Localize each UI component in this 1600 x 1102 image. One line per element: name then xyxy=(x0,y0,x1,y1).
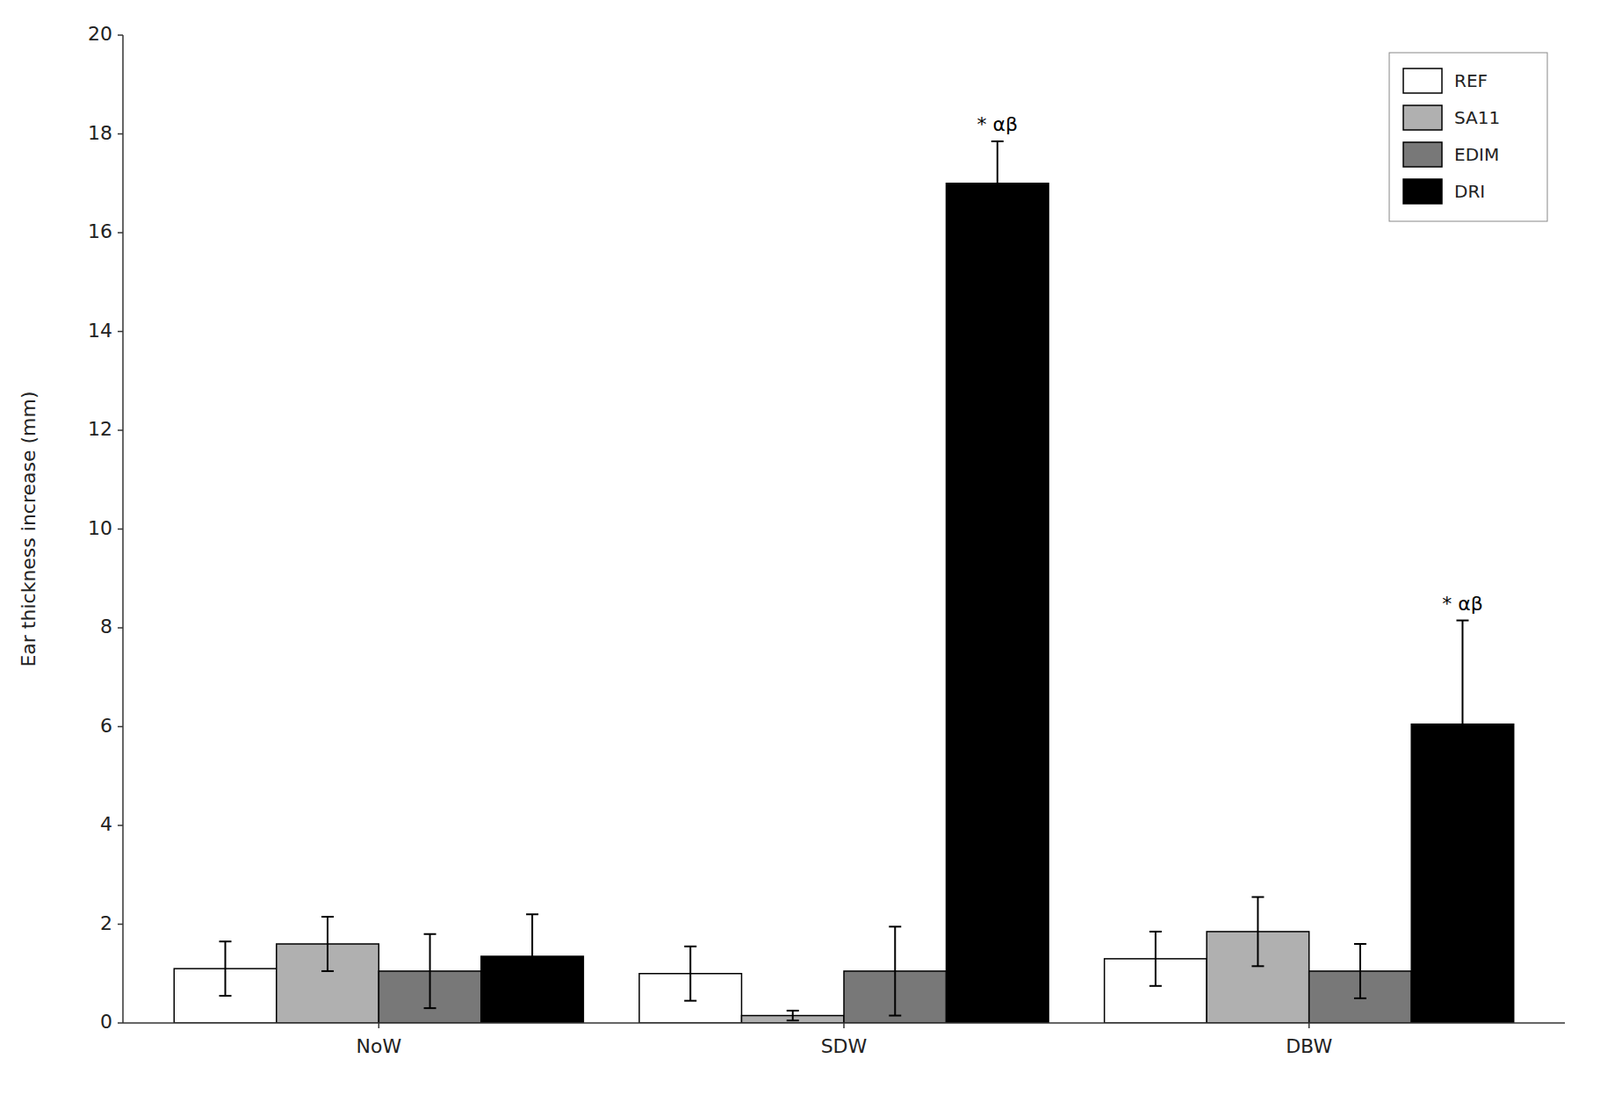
error-cap xyxy=(684,945,697,948)
error-cap xyxy=(219,940,232,943)
y-tick-label: 10 xyxy=(87,517,113,540)
error-line xyxy=(1461,620,1464,829)
y-tick-label: 6 xyxy=(100,714,113,737)
error-bar xyxy=(424,934,437,1009)
error-cap xyxy=(1149,985,1162,988)
error-cap xyxy=(1354,997,1367,1000)
y-tick xyxy=(117,923,123,926)
error-cap xyxy=(424,933,437,936)
error-cap xyxy=(1354,943,1367,945)
error-bar xyxy=(219,941,232,996)
error-cap xyxy=(786,1019,800,1022)
x-tick-label: SDW xyxy=(821,1035,868,1058)
y-tick xyxy=(117,429,123,432)
error-cap xyxy=(888,1015,901,1017)
legend-swatch xyxy=(1403,179,1442,204)
error-line xyxy=(689,946,692,1002)
legend-frame xyxy=(1389,52,1548,222)
y-tick xyxy=(117,528,123,531)
y-tick xyxy=(117,231,123,234)
error-cap xyxy=(526,997,539,1000)
legend-label: REF xyxy=(1454,70,1488,92)
y-tick-label: 14 xyxy=(87,319,113,342)
y-tick-label: 2 xyxy=(100,912,113,935)
x-tick xyxy=(843,1023,845,1029)
x-tick xyxy=(1308,1023,1311,1029)
error-bar xyxy=(321,916,334,972)
error-cap xyxy=(321,970,334,973)
y-tick-label: 0 xyxy=(100,1010,113,1033)
x-tick xyxy=(378,1023,381,1029)
legend: REF SA11 EDIM DRI xyxy=(1389,52,1548,222)
error-line xyxy=(531,914,534,999)
x-tick-label: DBW xyxy=(1285,1035,1333,1058)
error-cap xyxy=(1455,827,1469,829)
y-tick xyxy=(117,726,123,728)
y-tick xyxy=(117,627,123,629)
chart: 0 2 4 6 8 10 12 14 16 18 20 NoW SDW DBW Ear thickness … xyxy=(0,0,1600,1102)
y-tick-label: 8 xyxy=(100,615,113,638)
error-line xyxy=(1256,897,1259,967)
error-line xyxy=(996,141,999,226)
error-bar xyxy=(1251,897,1264,967)
error-cap xyxy=(1149,930,1162,933)
error-cap xyxy=(1455,619,1469,622)
y-tick-label: 16 xyxy=(87,220,113,243)
error-line xyxy=(1154,931,1157,987)
y-tick xyxy=(117,824,123,827)
error-bar xyxy=(1354,944,1367,999)
error-bar xyxy=(991,141,1004,226)
y-tick xyxy=(117,133,123,136)
error-cap xyxy=(321,915,334,918)
y-tick xyxy=(117,34,123,37)
error-bar xyxy=(888,926,901,1016)
error-bar xyxy=(684,946,697,1002)
error-bar xyxy=(1149,931,1162,987)
error-line xyxy=(792,1010,794,1021)
bars xyxy=(173,141,1514,1024)
bar xyxy=(946,183,1050,1024)
error-line xyxy=(224,941,227,996)
legend-swatch xyxy=(1403,105,1442,130)
legend-label: EDIM xyxy=(1454,144,1500,166)
legend-swatch xyxy=(1403,68,1442,94)
error-cap xyxy=(219,994,232,997)
y-axis-label: Ear thickness increase (mm) xyxy=(17,390,40,667)
error-cap xyxy=(526,913,539,916)
error-cap xyxy=(684,1000,697,1002)
y-tick xyxy=(117,1022,123,1024)
error-line xyxy=(429,934,432,1009)
legend-swatch xyxy=(1403,142,1442,167)
y-tick-label: 20 xyxy=(87,22,113,45)
legend-label: SA11 xyxy=(1454,107,1500,129)
error-bar xyxy=(1455,620,1469,829)
error-bar xyxy=(786,1010,800,1021)
error-cap xyxy=(1251,896,1264,899)
y-tick-label: 4 xyxy=(100,813,113,836)
y-tick xyxy=(117,331,123,333)
legend-label: DRI xyxy=(1454,180,1485,202)
error-cap xyxy=(424,1007,437,1010)
x-tick-label: NoW xyxy=(355,1035,402,1058)
y-tick-label: 12 xyxy=(87,418,113,440)
error-cap xyxy=(888,925,901,928)
error-cap xyxy=(991,140,1004,143)
error-line xyxy=(893,926,896,1016)
error-cap xyxy=(786,1009,800,1012)
error-line xyxy=(1359,944,1362,999)
error-bar xyxy=(526,914,539,999)
error-line xyxy=(326,916,329,972)
error-cap xyxy=(991,224,1004,227)
y-tick-label: 18 xyxy=(87,122,113,145)
annotation: * αβ xyxy=(977,113,1019,136)
annotation: * αβ xyxy=(1441,592,1484,615)
error-cap xyxy=(1251,965,1264,967)
